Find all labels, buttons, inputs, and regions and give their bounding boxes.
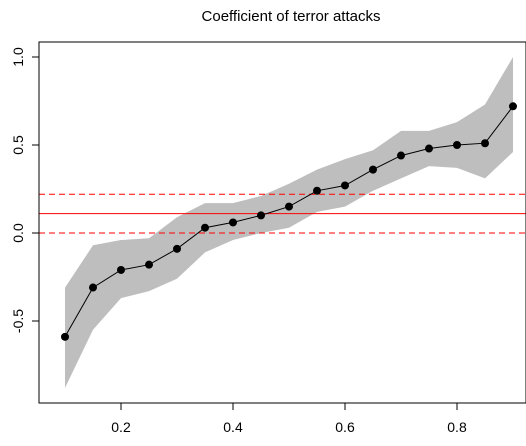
chart-title: Coefficient of terror attacks — [202, 8, 381, 25]
data-point — [117, 265, 125, 274]
data-point — [145, 260, 153, 269]
y-tick-label: 0.0 — [10, 223, 26, 243]
data-point — [229, 218, 237, 227]
x-axis: 0.2 0.4 0.6 0.8 — [111, 403, 467, 435]
data-point — [425, 144, 433, 153]
y-tick-label: 0.5 — [10, 135, 26, 155]
data-point — [285, 202, 293, 211]
series-layer — [61, 102, 517, 341]
plot-frame — [38, 41, 526, 404]
data-point — [61, 332, 69, 341]
y-tick-label: -0.5 — [10, 309, 26, 333]
reference-lines-layer — [39, 193, 526, 234]
data-point — [89, 283, 97, 292]
data-point — [257, 211, 265, 220]
data-point — [509, 102, 517, 111]
data-point — [369, 165, 377, 174]
y-tick-label: 1.0 — [10, 47, 26, 67]
data-point — [173, 244, 181, 253]
y-axis: -0.5 0.0 0.5 1.0 — [10, 47, 39, 333]
confidence-band — [65, 57, 513, 388]
data-point — [341, 181, 349, 190]
confidence-band-layer — [65, 57, 513, 388]
data-point — [481, 139, 489, 148]
x-tick-label: 0.6 — [335, 419, 355, 435]
data-point — [453, 141, 461, 149]
data-point — [397, 151, 405, 160]
x-tick-label: 0.4 — [223, 419, 243, 435]
data-point — [201, 223, 209, 232]
x-tick-label: 0.2 — [111, 419, 131, 435]
data-point — [313, 186, 321, 195]
x-tick-label: 0.8 — [447, 419, 467, 435]
